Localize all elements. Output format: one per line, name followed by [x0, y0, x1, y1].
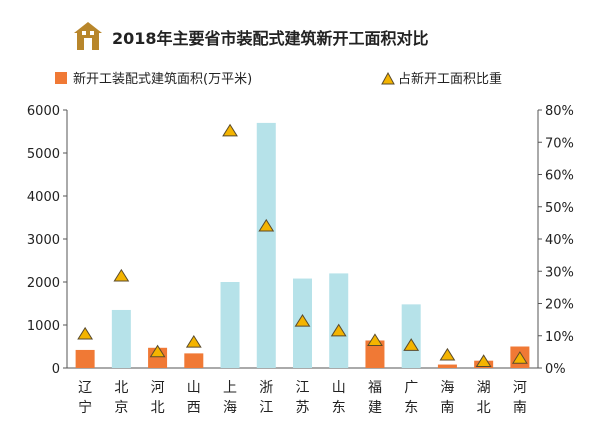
x-tick-label: 海南 — [440, 380, 454, 416]
bar-山东 — [329, 273, 349, 368]
x-tick-label: 福建 — [368, 380, 382, 416]
x-tick-label: 山东 — [332, 380, 346, 416]
legend-marker-ratio — [381, 71, 395, 85]
x-tick-label: 江苏 — [296, 380, 310, 416]
y-left-tick-label: 4000 — [27, 190, 60, 205]
ratio-marker-河南 — [511, 351, 528, 364]
y-left-tick-label: 5000 — [27, 147, 60, 162]
y-right-tick-label: 70% — [545, 136, 574, 151]
ratio-marker-广东 — [403, 338, 420, 351]
y-right-tick-label: 30% — [545, 265, 574, 280]
ratio-marker-山西 — [185, 334, 202, 348]
bar-山西 — [184, 353, 204, 368]
ratio-marker-山东 — [330, 323, 347, 337]
y-left-tick-label: 3000 — [27, 233, 60, 248]
x-tick-label: 湖北 — [477, 380, 491, 416]
bar-福建 — [365, 340, 385, 368]
ratio-marker-上海 — [222, 123, 238, 137]
ratio-marker-福建 — [367, 333, 383, 346]
plot-area: 0 1000 2000 3000 4000 5000 6000 0% 10% 20% 30% 40% 5… — [27, 104, 574, 416]
chart-title: 2018年主要省市装配式建筑新开工面积对比 — [112, 29, 429, 48]
y-left-tick-label: 0 — [52, 362, 60, 377]
legend-label-area: 新开工装配式建筑面积(万平米) — [73, 71, 252, 87]
x-tick-label: 北京 — [114, 380, 128, 416]
bar-广东 — [401, 304, 421, 368]
y-right-tick-label: 20% — [545, 298, 574, 313]
ratio-marker-河北 — [149, 344, 166, 358]
legend: 新开工装配式建筑面积(万平米) 占新开工面积比重 — [55, 71, 502, 87]
bar-辽宁 — [75, 349, 95, 368]
legend-label-ratio: 占新开工面积比重 — [398, 71, 502, 87]
house-icon — [74, 22, 102, 50]
ratio-marker-湖北 — [475, 354, 492, 367]
bar-上海 — [220, 282, 240, 368]
y-left-tick-label: 6000 — [27, 104, 60, 119]
x-tick-label: 广东 — [404, 380, 418, 416]
y-right-tick-label: 60% — [545, 169, 574, 184]
x-tick-label: 上海 — [223, 380, 237, 416]
bar-浙江 — [256, 122, 276, 369]
x-tick-label: 浙江 — [259, 380, 273, 416]
y-left-tick-label: 1000 — [27, 319, 60, 334]
bar-北京 — [111, 309, 131, 368]
ratio-marker-海南 — [439, 347, 456, 361]
y-right-tick-label: 10% — [545, 330, 574, 345]
ratio-marker-江苏 — [294, 313, 311, 327]
y-right-tick-label: 0% — [545, 362, 566, 377]
x-tick-label: 山西 — [187, 380, 201, 416]
y-right-tick-label: 80% — [545, 104, 574, 119]
legend-swatch-area — [55, 72, 67, 84]
ratio-marker-辽宁 — [77, 326, 94, 340]
x-tick-label: 辽宁 — [78, 380, 92, 416]
y-right-tick-label: 50% — [545, 201, 574, 216]
ratio-marker-浙江 — [258, 218, 275, 232]
y-left-tick-label: 2000 — [27, 276, 60, 291]
bar-海南 — [437, 364, 457, 368]
x-tick-label: 河南 — [513, 380, 527, 416]
ratio-marker-北京 — [113, 268, 130, 282]
y-right-tick-label: 40% — [545, 233, 574, 248]
x-tick-label: 河北 — [151, 380, 165, 416]
